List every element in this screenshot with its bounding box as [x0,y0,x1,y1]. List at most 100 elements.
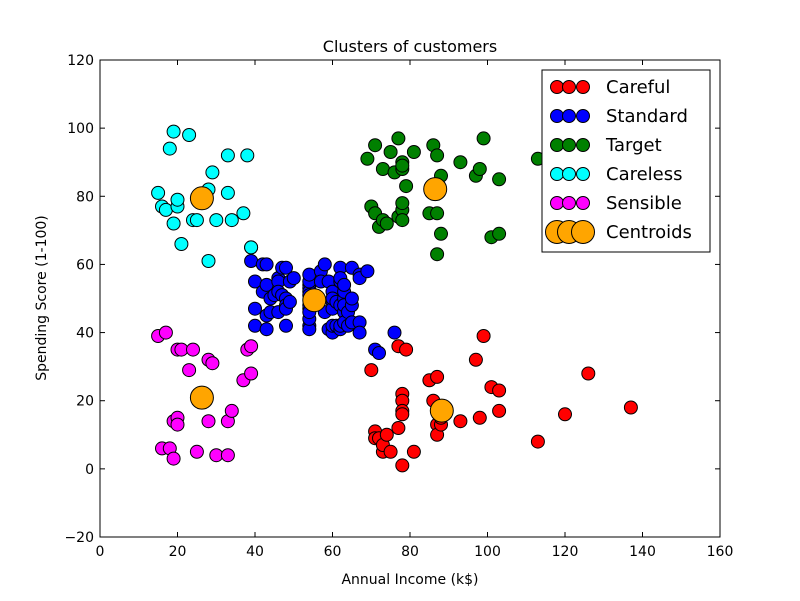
target-point [472,162,487,176]
series-target [360,131,545,262]
careful-point [383,444,398,459]
centroid-point [189,385,214,410]
careful-point [391,421,406,435]
legend-marker [562,109,576,123]
standard-point [337,277,352,292]
target-point [375,162,390,176]
standard-point [279,260,293,275]
careless-point [151,185,166,200]
careful-point [492,403,507,418]
careless-point [182,128,197,142]
careless-point [174,237,189,251]
x-tick-label: 0 [96,544,105,560]
sensible-point [186,342,200,357]
x-tick-label: 60 [324,544,342,560]
y-axis-label: Spending Score (1-100) [34,215,50,381]
careful-point [558,407,572,422]
target-point [395,196,410,211]
legend-marker [576,138,590,152]
standard-point [248,301,262,316]
legend-marker [550,196,564,210]
careless-point [162,141,177,156]
target-point [453,155,468,170]
sensible-point [209,448,224,463]
careless-point [158,202,173,217]
target-point [406,145,421,159]
sensible-point [220,448,235,463]
centroid-point [429,398,454,423]
careless-point [209,213,224,228]
standard-point [360,264,375,279]
legend-marker [550,138,564,152]
standard-point [279,318,293,333]
legend-label: Careful [606,77,670,98]
sensible-point [201,414,216,429]
standard-point [248,318,262,333]
careful-point [379,427,394,442]
target-point [383,145,398,159]
series-sensible [151,325,259,466]
careful-point [395,458,410,473]
careful-point [472,410,487,425]
centroid-point [423,177,448,202]
standard-point [244,254,259,268]
legend-entry-careless: Careless [550,164,683,185]
legend-label: Sensible [606,193,682,214]
legend-entry-sensible: Sensible [550,193,682,214]
target-point [476,131,491,146]
target-point [360,151,375,166]
careful-point [530,434,545,449]
target-point [395,213,410,228]
x-tick-label: 160 [707,544,734,560]
careful-point [468,352,483,367]
legend-marker [562,80,576,94]
x-tick-label: 40 [246,544,264,560]
series-careless [151,124,259,268]
careless-point [224,213,239,228]
careful-point [476,329,491,343]
careful-point [399,342,414,357]
target-point [399,179,414,194]
x-tick-label: 140 [629,544,656,560]
centroid-point [189,186,214,211]
standard-point [282,294,297,309]
standard-point [302,267,317,282]
legend-marker [562,138,576,152]
target-point [430,148,445,163]
legend-marker [550,109,564,123]
legend-marker [576,167,590,181]
careful-point [453,414,468,429]
legend-marker [550,167,564,181]
target-point [492,226,507,241]
series-standard [244,240,402,360]
x-tick-label: 100 [474,544,501,560]
legend-marker [562,167,576,181]
legend-label: Standard [606,106,688,127]
legend-marker [576,80,590,94]
sensible-point [224,403,239,418]
careless-point [244,240,259,255]
sensible-point [205,356,220,371]
y-tick-label: 60 [76,257,94,273]
standard-point [344,291,359,306]
legend: Careful Standard Target Careless Sensible Cen… [541,69,711,253]
data-marks [151,124,638,473]
careful-point [492,383,507,398]
sensible-point [244,366,259,381]
standard-point [352,325,367,340]
x-tick-label: 20 [169,544,187,560]
centroid-point [302,288,327,313]
careless-point [240,148,255,163]
careless-point [170,192,185,207]
sensible-point [166,451,181,466]
standard-point [317,257,332,272]
legend-label: Careless [606,164,683,185]
y-tick-label: 80 [76,189,94,205]
careful-point [395,407,410,422]
sensible-point [158,325,173,340]
careful-point [581,366,596,381]
sensible-point [244,339,259,354]
careless-point [220,185,235,200]
legend-entry-careful: Careful [550,77,670,98]
